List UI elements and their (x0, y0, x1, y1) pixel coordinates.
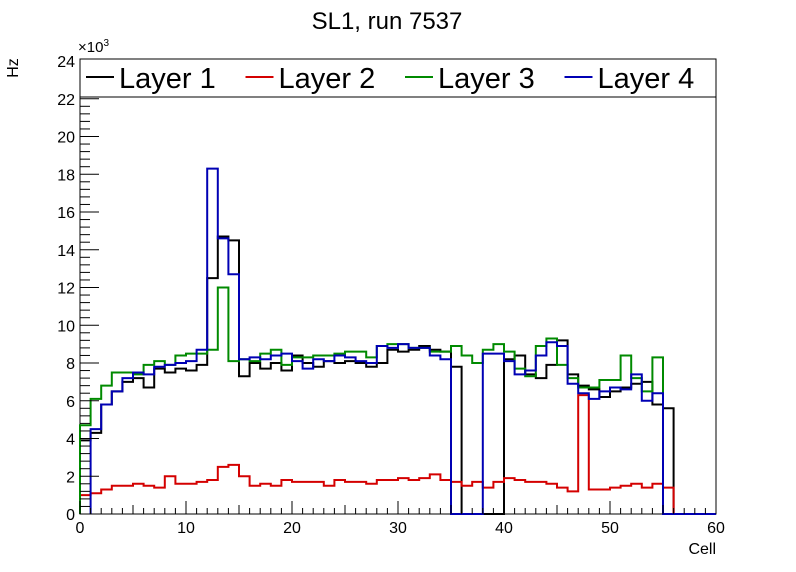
series-group (79, 167, 716, 515)
x-axis: 0 10 20 30 40 50 60 (76, 501, 725, 537)
y-tick-label: 16 (57, 205, 75, 222)
chart-title: SL1, run 7537 (312, 8, 463, 35)
legend-label-layer-1: Layer 1 (119, 63, 216, 95)
y-tick-label: 6 (66, 394, 75, 411)
y-tick-label: 12 (57, 281, 75, 298)
y-axis-title: Hz (5, 58, 22, 78)
y-tick-label: 0 (66, 507, 75, 524)
y-tick-label: 18 (57, 167, 75, 184)
y-tick-label: 14 (57, 243, 75, 260)
legend-box (79, 58, 717, 98)
series-line-layer-2 (79, 394, 716, 515)
x-tick-label: 10 (177, 520, 195, 537)
y-tick-label: 4 (66, 432, 75, 449)
y-axis-multiplier-base: ×10 (78, 39, 103, 56)
x-tick-label: 60 (707, 520, 725, 537)
x-tick-label: 50 (601, 520, 619, 537)
legend-label-layer-4: Layer 4 (598, 63, 695, 95)
x-axis-title: Cell (688, 541, 716, 558)
y-tick-label: 20 (57, 130, 75, 147)
legend-label-layer-2: Layer 2 (279, 63, 376, 95)
plot-frame (79, 60, 717, 515)
x-tick-label: 40 (495, 520, 513, 537)
x-tick-label: 0 (76, 520, 85, 537)
y-tick-label: 2 (66, 469, 75, 486)
y-tick-label: 24 (57, 54, 75, 71)
y-axis-multiplier-exponent: 3 (103, 38, 109, 49)
y-tick-label: 10 (57, 318, 75, 335)
y-tick-label: 22 (57, 92, 75, 109)
x-tick-label: 20 (283, 520, 301, 537)
legend-label-layer-3: Layer 3 (438, 63, 535, 95)
series-line-layer-4 (89, 167, 716, 515)
x-tick-label: 30 (389, 520, 407, 537)
y-axis-multiplier: ×103 (78, 38, 109, 56)
y-tick-label: 8 (66, 356, 75, 373)
legend: Layer 1 Layer 2 Layer 3 Layer 4 (79, 58, 717, 98)
